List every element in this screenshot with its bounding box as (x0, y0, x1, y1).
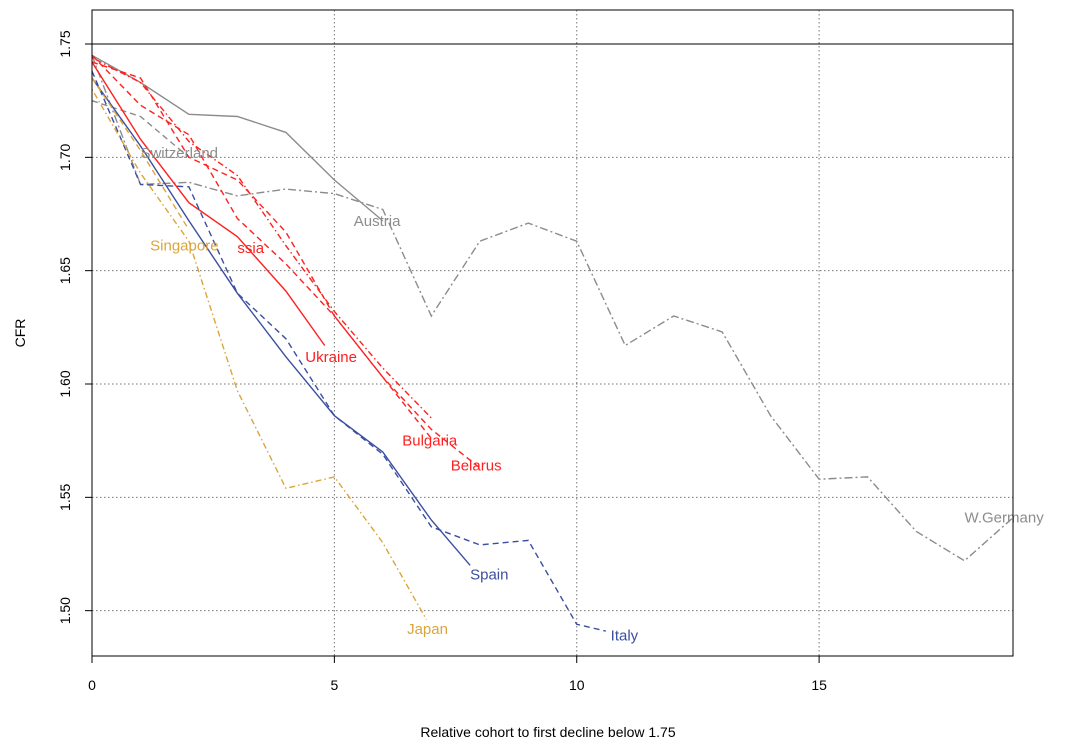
series-label-bulgaria: Bulgaria (402, 433, 458, 450)
y-tick-label: 1.70 (57, 143, 73, 170)
series-label-japan: Japan (407, 621, 448, 638)
series-line-bulgaria (91, 61, 481, 469)
series-line-spain (91, 77, 471, 566)
series-line-russia (91, 61, 326, 346)
series-line-japan (91, 88, 428, 621)
series-label-switzerland: Switzerland (140, 145, 218, 162)
y-tick-label: 1.60 (57, 370, 73, 397)
series-line-switzerland (91, 100, 190, 158)
y-tick-label: 1.75 (57, 30, 73, 57)
x-tick-label: 0 (88, 677, 96, 693)
series-lines (91, 54, 1014, 632)
plot-frame (91, 9, 1014, 657)
y-axis-title: CFR (12, 319, 28, 348)
series-label-ukraine: Ukraine (305, 349, 357, 366)
series-label-belarus: Belarus (451, 458, 502, 475)
series-label-austria: Austria (354, 213, 401, 230)
x-tick-label: 10 (569, 677, 585, 693)
series-label-w-germany: W.Germany (965, 510, 1045, 527)
series-label-ssia: ssia (237, 240, 264, 257)
series-line-italy (91, 70, 606, 632)
series-line-w-germany (91, 55, 1014, 562)
series-line-belarus (91, 54, 432, 439)
series-label-italy: Italy (611, 628, 639, 645)
x-axis-title: Relative cohort to first decline below 1… (420, 724, 675, 740)
y-tick-label: 1.55 (57, 483, 73, 510)
grid (91, 10, 1013, 656)
y-tick-label: 1.50 (57, 597, 73, 624)
y-axis: 1.50 1.55 1.60 1.65 1.70 1.75 (57, 30, 92, 624)
x-tick-label: 15 (811, 677, 827, 693)
series-label-singapore: Singapore (150, 238, 218, 255)
series-line-ukraine (91, 56, 432, 419)
y-tick-label: 1.65 (57, 257, 73, 284)
x-axis: 0 5 10 15 (88, 656, 827, 693)
series-label-spain: Spain (470, 566, 508, 583)
x-tick-label: 5 (330, 677, 338, 693)
series-labels: Switzerland Austria W.Germany Singapore ssia… (140, 145, 1044, 645)
